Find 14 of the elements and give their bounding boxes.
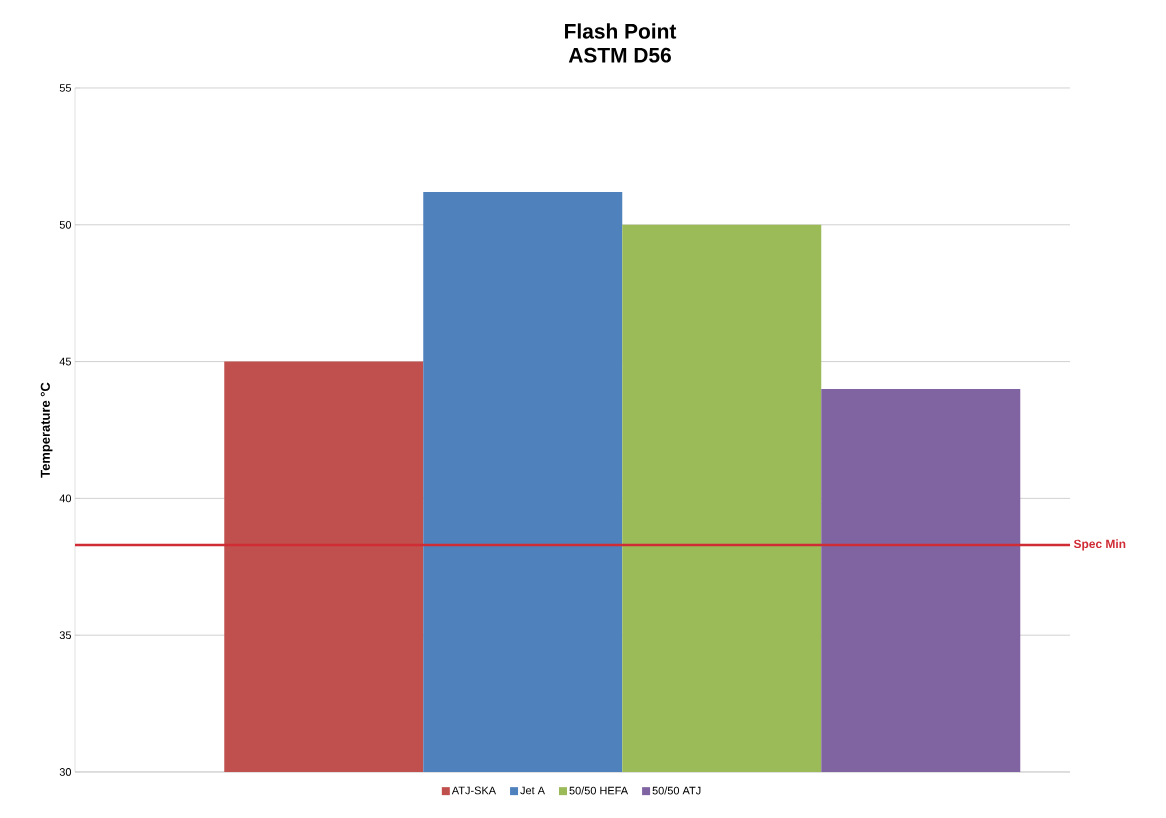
y-tick-label: 55 bbox=[59, 84, 72, 92]
ref-line-label: Spec Min bbox=[1073, 539, 1126, 551]
y-tick-label: 50 bbox=[59, 220, 72, 229]
legend-label: Jet A bbox=[520, 786, 545, 795]
y-tick-label: 35 bbox=[59, 631, 72, 640]
y-tick-label: 40 bbox=[59, 494, 72, 503]
chart-title: Flash Point bbox=[565, 23, 677, 39]
legend-label: 50/50 ATJ bbox=[652, 786, 701, 795]
chart-subtitle: ASTM D56 bbox=[568, 47, 671, 63]
y-tick-label: 45 bbox=[59, 357, 72, 366]
legend-label: ATJ-SKA bbox=[451, 786, 497, 795]
y-tick-label: 30 bbox=[59, 768, 72, 776]
legend-label: 50/50 HEFA bbox=[569, 786, 629, 795]
y-axis-title: Temperature °C bbox=[40, 382, 53, 478]
